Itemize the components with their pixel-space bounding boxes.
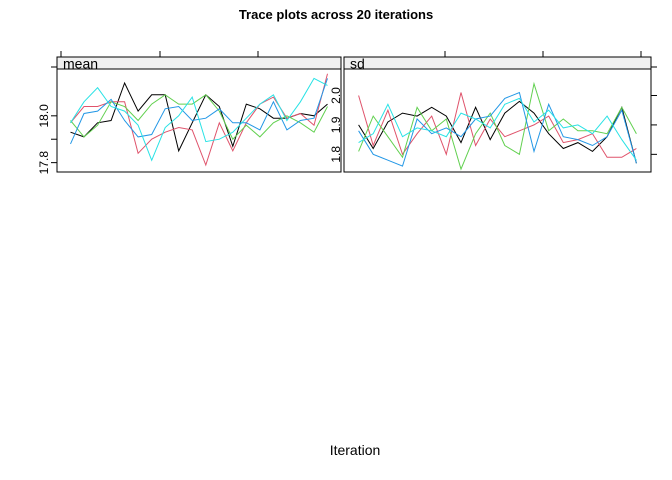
series-line-2 [358, 92, 637, 158]
chart-title: Trace plots across 20 iterations [239, 7, 433, 22]
x-axis-label: Iteration [330, 442, 381, 458]
y-tick-label: 1.8 [329, 146, 343, 163]
y-tick-label: 18.0 [37, 104, 51, 128]
series-line-4 [70, 78, 328, 145]
y-tick-label: 1.9 [329, 116, 343, 133]
panel-border [56, 56, 342, 173]
series-line-5 [70, 77, 328, 162]
strip-label-mean: mean [63, 56, 98, 72]
y-tick-label: 17.8 [37, 151, 51, 175]
panel-sd: sd 1.8 1.9 2.0 [329, 51, 657, 173]
series-line-2 [70, 73, 328, 167]
series-line-4 [358, 91, 637, 167]
series-line-1 [358, 100, 637, 164]
strip-background [57, 57, 341, 69]
series-line-1 [70, 81, 328, 153]
series-line-3 [358, 81, 637, 171]
panel-mean: mean 17.8 18.0 [37, 51, 342, 175]
y-tick-label: 2.0 [329, 87, 343, 104]
series-line-5 [358, 97, 637, 161]
panel-border [343, 56, 652, 173]
panels-group: mean 17.8 18.0 sd 1.8 1.9 2.0 [37, 51, 657, 174]
strip-label-sd: sd [350, 56, 365, 72]
strip-background [344, 57, 651, 69]
